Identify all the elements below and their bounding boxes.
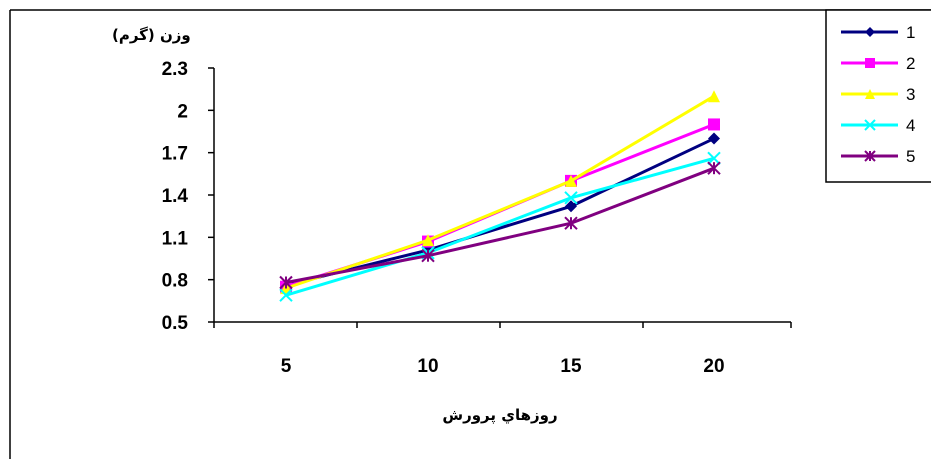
y-tick-label: 0.5 <box>162 313 189 334</box>
legend: 1 2 3 4 5 <box>825 9 931 183</box>
series-marker-star <box>279 275 293 290</box>
series-marker-x <box>864 119 876 131</box>
series-group <box>279 90 721 302</box>
x-axis-title: روزهاي پرورش <box>442 406 557 425</box>
legend-label: 5 <box>906 147 915 166</box>
series-marker-square <box>708 118 720 131</box>
series-marker-diamond <box>708 132 720 145</box>
y-tick-label: 1.4 <box>162 186 189 207</box>
legend-label: 3 <box>906 85 915 104</box>
series-marker-x <box>707 151 721 166</box>
series-marker-diamond <box>865 27 875 37</box>
series-marker-triangle <box>708 90 720 103</box>
series-line-5 <box>285 166 715 284</box>
series-marker-diamond <box>565 200 577 213</box>
y-tick-label: 1.1 <box>162 228 189 249</box>
series-marker-triangle <box>865 89 875 99</box>
legend-items: 1 2 3 4 5 <box>841 23 915 166</box>
series-line-4 <box>285 156 715 297</box>
legend-label: 1 <box>906 23 915 42</box>
x-tick-label: 20 <box>703 356 724 377</box>
x-axis-ticks: 5 10 15 20 <box>213 322 792 377</box>
series-line-2 <box>285 123 715 289</box>
x-tick-label: 15 <box>560 356 582 377</box>
series-marker-triangle <box>422 234 434 247</box>
series-marker-star <box>864 150 876 162</box>
series-line-3 <box>285 94 715 290</box>
legend-label: 4 <box>906 116 915 135</box>
x-tick-label: 10 <box>417 356 438 377</box>
series-marker-triangle <box>565 174 577 187</box>
y-tick-label: 0.8 <box>162 271 188 292</box>
series-marker-x <box>279 288 293 302</box>
legend-label: 2 <box>906 54 915 73</box>
y-axis-title: وزن (گرم) <box>112 26 191 44</box>
series-marker-star <box>421 248 435 263</box>
legend-box <box>825 9 931 183</box>
y-tick-label: 2 <box>177 101 188 122</box>
y-axis-ticks: 0.5 0.8 1.1 1.4 1.7 2 2.3 <box>162 59 214 334</box>
y-tick-label: 1.7 <box>162 144 188 165</box>
series-marker-star <box>564 216 578 230</box>
series-marker-square <box>865 58 875 68</box>
x-tick-label: 5 <box>281 356 292 377</box>
series-marker-x <box>564 191 578 205</box>
y-tick-label: 2.3 <box>162 59 188 80</box>
series-marker-star <box>707 161 721 175</box>
